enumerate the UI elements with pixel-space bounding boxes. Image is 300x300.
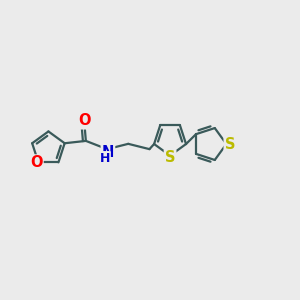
Text: O: O [30, 155, 43, 170]
Text: N: N [102, 145, 114, 160]
Text: H: H [100, 152, 110, 165]
Text: O: O [78, 113, 91, 128]
Text: S: S [225, 136, 235, 152]
Text: S: S [165, 150, 175, 165]
